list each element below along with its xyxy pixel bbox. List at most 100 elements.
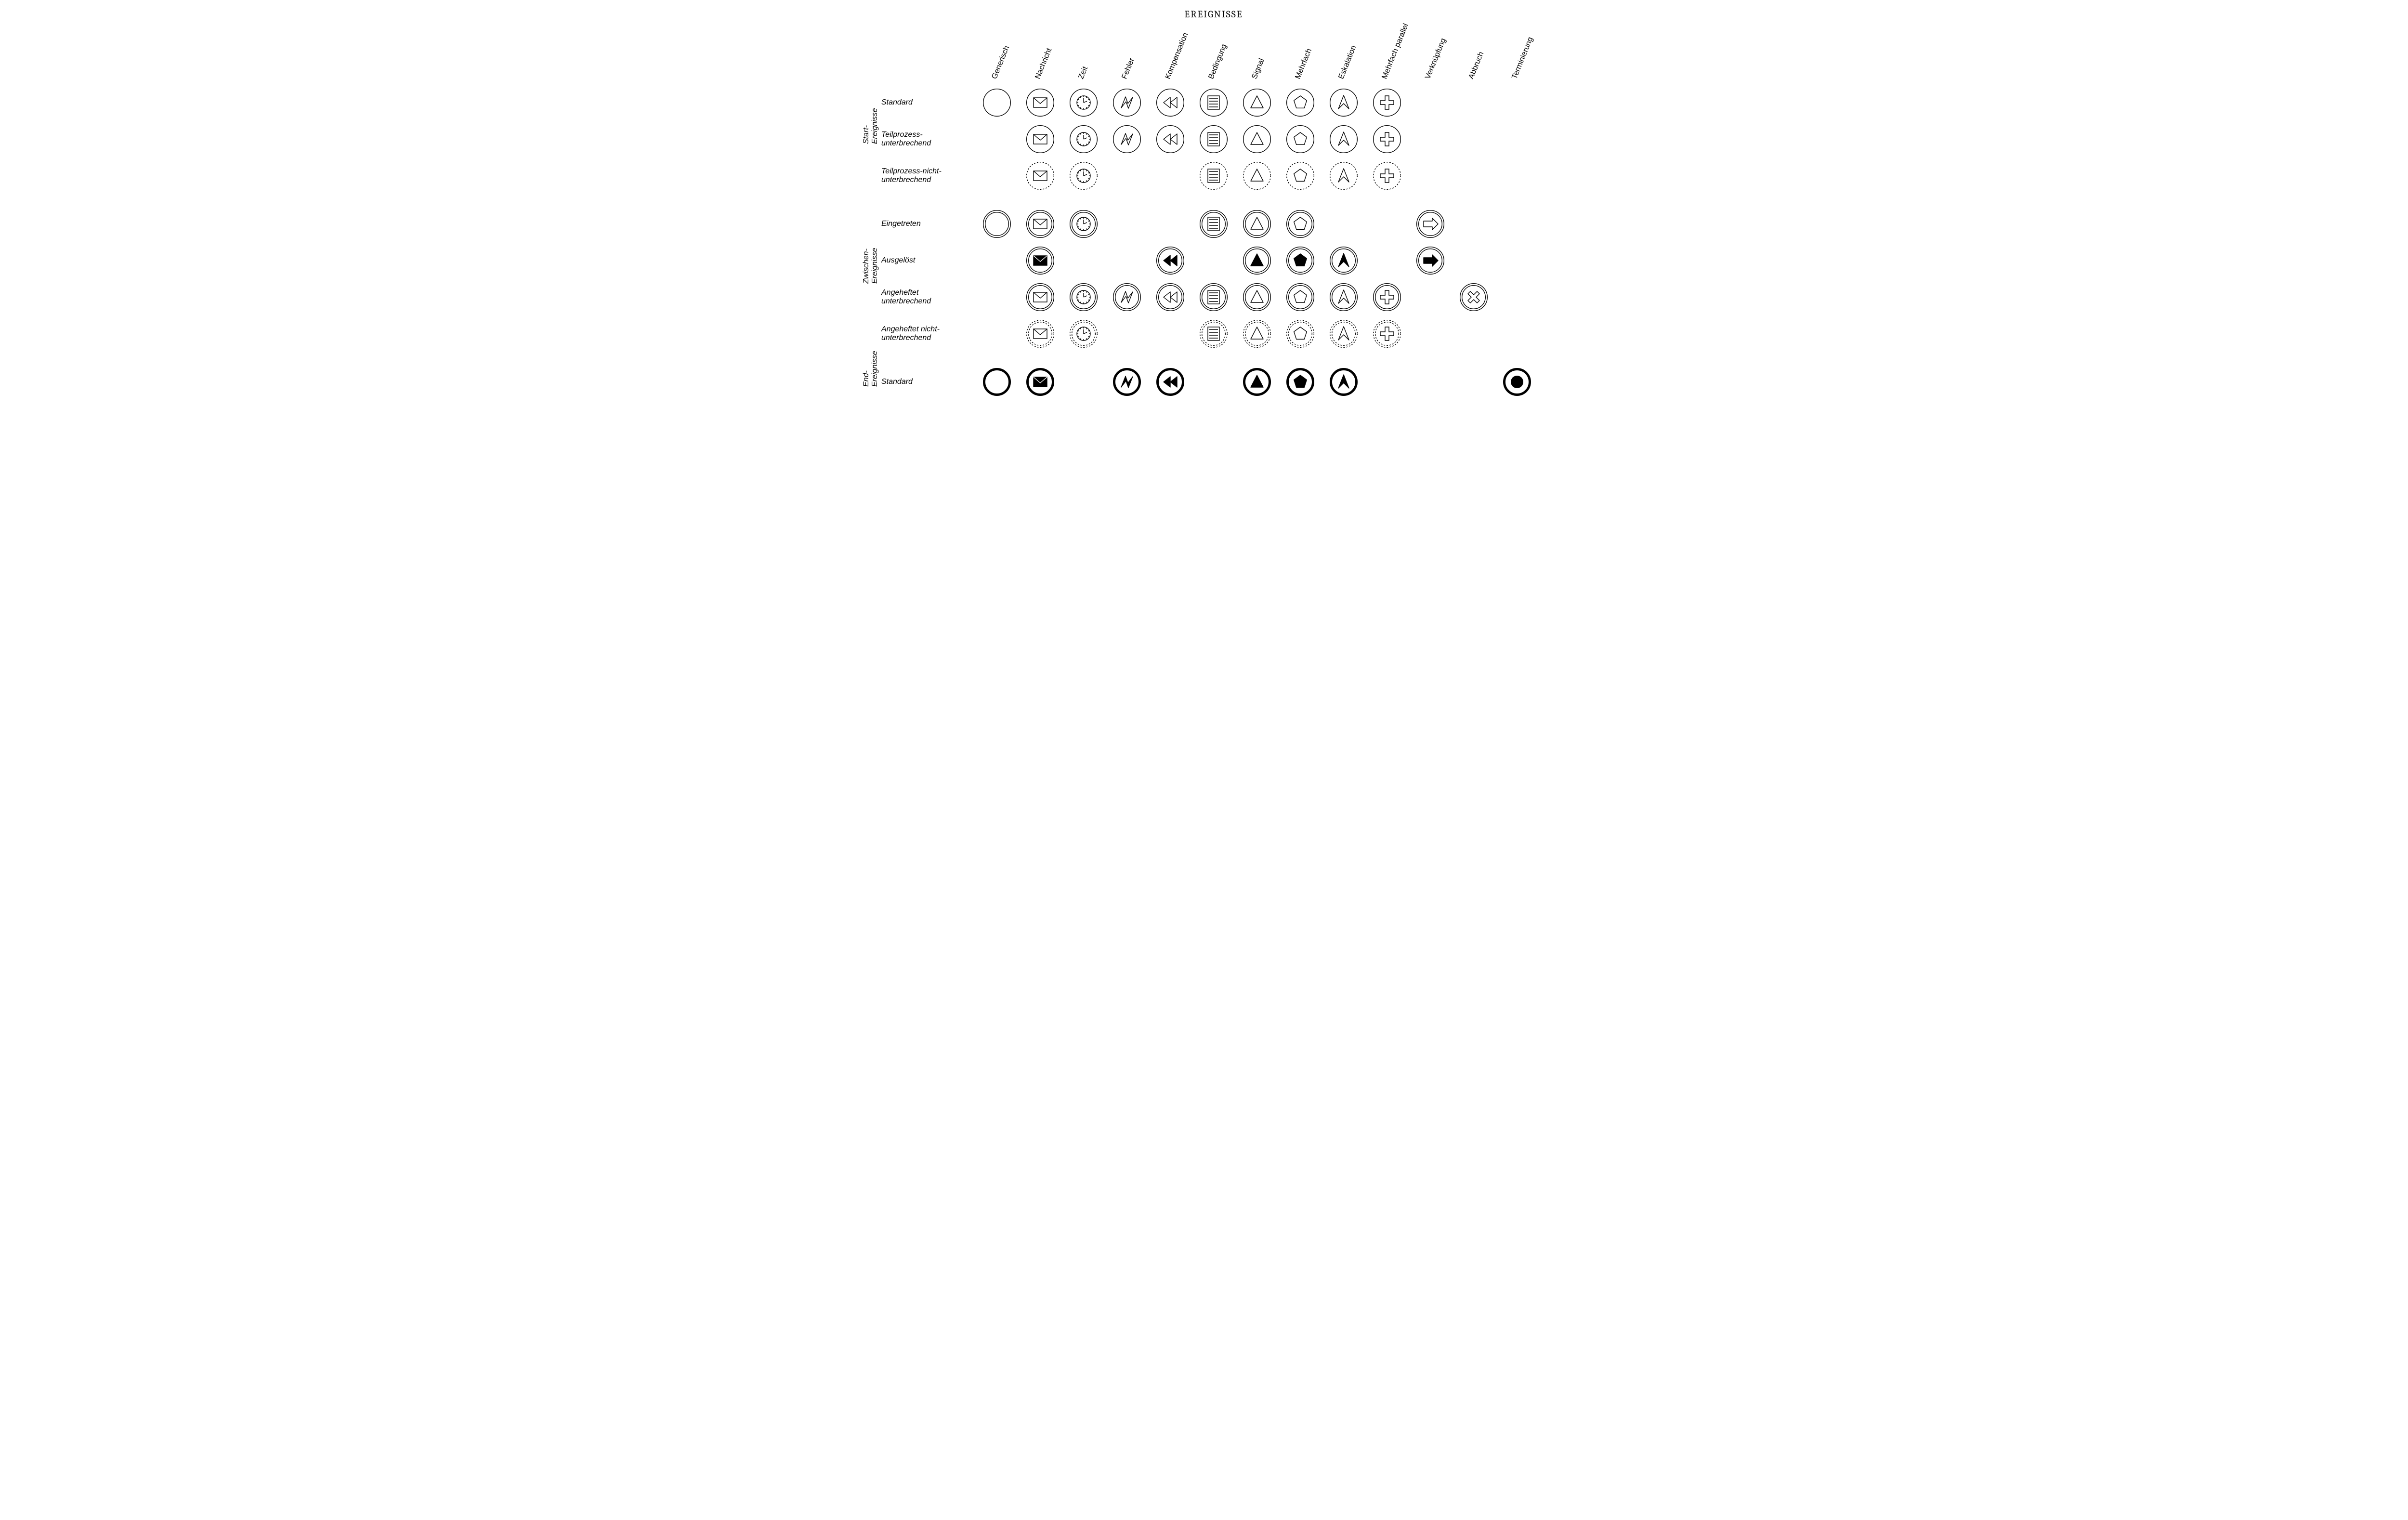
row-r7: Angeheftet nicht-unterbrechend	[881, 315, 1546, 352]
cell-r1-abbruch	[1452, 85, 1495, 120]
cell-r2-kompensation	[1149, 122, 1192, 157]
row-label-r5: Ausgelöst	[881, 256, 975, 265]
event-r4-nachricht-icon	[1025, 209, 1055, 239]
cell-r3-mehrfach	[1279, 158, 1322, 193]
event-r1-bedingung-icon	[1199, 88, 1229, 118]
cell-r2-mehrfach	[1279, 122, 1322, 157]
event-r5-mehrfach-icon	[1285, 246, 1315, 275]
row-r6: Angeheftet unterbrechend	[881, 279, 1546, 315]
cell-r5-mehrfach	[1279, 243, 1322, 278]
event-r4-bedingung-icon	[1199, 209, 1229, 239]
event-r6-fehler-icon	[1112, 282, 1142, 312]
cell-r8-fehler	[1105, 365, 1149, 399]
event-r3-signal-icon	[1242, 161, 1272, 191]
cell-r8-kompensation	[1149, 365, 1192, 399]
bpmn-events-matrix: EREIGNISSE GenerischNachrichtZeitFehlerK…	[852, 0, 1556, 419]
group-label-start: Start-Ereignisse	[862, 134, 879, 144]
cell-r1-mehrfach_parallel	[1365, 85, 1409, 120]
cell-r5-terminierung	[1495, 243, 1539, 278]
cell-r4-nachricht	[1019, 207, 1062, 241]
cell-r3-signal	[1235, 158, 1279, 193]
event-r3-mehrfach-icon	[1285, 161, 1315, 191]
cell-r4-kompensation	[1149, 207, 1192, 241]
cell-r8-terminierung	[1495, 365, 1539, 399]
col-header-kompensation: Kompensation	[1164, 37, 1188, 80]
row-label-r2: Teilprozess-unterbrechend	[881, 131, 975, 148]
event-r8-fehler-icon	[1112, 367, 1142, 397]
row-r4: Eingetreten	[881, 206, 1546, 242]
event-r4-zeit-icon	[1069, 209, 1099, 239]
column-headers: GenerischNachrichtZeitFehlerKompensation…	[980, 22, 1546, 84]
event-r8-mehrfach-icon	[1285, 367, 1315, 397]
event-r3-zeit-icon	[1069, 161, 1099, 191]
cell-r4-terminierung	[1495, 207, 1539, 241]
cell-r1-bedingung	[1192, 85, 1235, 120]
event-r5-kompensation-icon	[1155, 246, 1185, 275]
event-r8-nachricht-icon	[1025, 367, 1055, 397]
event-r3-mehrfach_parallel-icon	[1372, 161, 1402, 191]
event-r6-abbruch-icon	[1459, 282, 1489, 312]
cell-r4-mehrfach	[1279, 207, 1322, 241]
cell-r2-fehler	[1105, 122, 1149, 157]
cell-r3-mehrfach_parallel	[1365, 158, 1409, 193]
cell-r6-nachricht	[1019, 280, 1062, 314]
row-label-r1: Standard	[881, 98, 975, 107]
row-label-r6: Angeheftet unterbrechend	[881, 288, 975, 306]
cell-r5-generisch	[975, 243, 1019, 278]
cell-r7-fehler	[1105, 316, 1149, 351]
cell-r4-signal	[1235, 207, 1279, 241]
col-header-abbruch: Abbruch	[1467, 37, 1491, 80]
cell-r4-zeit	[1062, 207, 1105, 241]
matrix-rows: Standard Teilprozess-unterbrechend	[881, 84, 1546, 400]
event-r5-eskalation-icon	[1329, 246, 1359, 275]
cell-r3-terminierung	[1495, 158, 1539, 193]
row-r5: Ausgelöst	[881, 242, 1546, 279]
cell-r7-kompensation	[1149, 316, 1192, 351]
event-r6-eskalation-icon	[1329, 282, 1359, 312]
cell-r4-abbruch	[1452, 207, 1495, 241]
cell-r5-mehrfach_parallel	[1365, 243, 1409, 278]
cell-r3-verknuepfung	[1409, 158, 1452, 193]
cell-r4-generisch	[975, 207, 1019, 241]
cell-r4-fehler	[1105, 207, 1149, 241]
cell-r6-terminierung	[1495, 280, 1539, 314]
row-label-r7: Angeheftet nicht-unterbrechend	[881, 325, 975, 343]
cell-r4-verknuepfung	[1409, 207, 1452, 241]
cell-r2-generisch	[975, 122, 1019, 157]
col-header-zeit: Zeit	[1077, 37, 1101, 80]
cell-r2-verknuepfung	[1409, 122, 1452, 157]
cell-r3-generisch	[975, 158, 1019, 193]
event-r8-kompensation-icon	[1155, 367, 1185, 397]
cell-r3-abbruch	[1452, 158, 1495, 193]
cell-r3-zeit	[1062, 158, 1105, 193]
cell-r4-eskalation	[1322, 207, 1365, 241]
cell-r2-terminierung	[1495, 122, 1539, 157]
row-label-r3: Teilprozess-nicht-unterbrechend	[881, 167, 975, 185]
event-r2-mehrfach-icon	[1285, 124, 1315, 154]
event-r3-eskalation-icon	[1329, 161, 1359, 191]
col-header-generisch: Generisch	[990, 37, 1014, 80]
event-r2-bedingung-icon	[1199, 124, 1229, 154]
cell-r6-verknuepfung	[1409, 280, 1452, 314]
cell-r8-generisch	[975, 365, 1019, 399]
cell-r6-abbruch	[1452, 280, 1495, 314]
cell-r6-generisch	[975, 280, 1019, 314]
event-r1-signal-icon	[1242, 88, 1272, 118]
cell-r8-eskalation	[1322, 365, 1365, 399]
cell-r7-abbruch	[1452, 316, 1495, 351]
event-r4-verknuepfung-icon	[1415, 209, 1445, 239]
event-r7-nachricht-icon	[1025, 319, 1055, 349]
row-r3: Teilprozess-nicht-unterbrechend	[881, 157, 1546, 194]
event-r6-nachricht-icon	[1025, 282, 1055, 312]
event-r4-signal-icon	[1242, 209, 1272, 239]
cell-r8-mehrfach	[1279, 365, 1322, 399]
cell-r5-zeit	[1062, 243, 1105, 278]
event-r2-nachricht-icon	[1025, 124, 1055, 154]
col-header-verknuepfung: Verknüpfung	[1424, 37, 1448, 80]
event-r6-signal-icon	[1242, 282, 1272, 312]
cell-r1-eskalation	[1322, 85, 1365, 120]
event-r7-signal-icon	[1242, 319, 1272, 349]
cell-r2-mehrfach_parallel	[1365, 122, 1409, 157]
event-r1-zeit-icon	[1069, 88, 1099, 118]
cell-r5-bedingung	[1192, 243, 1235, 278]
